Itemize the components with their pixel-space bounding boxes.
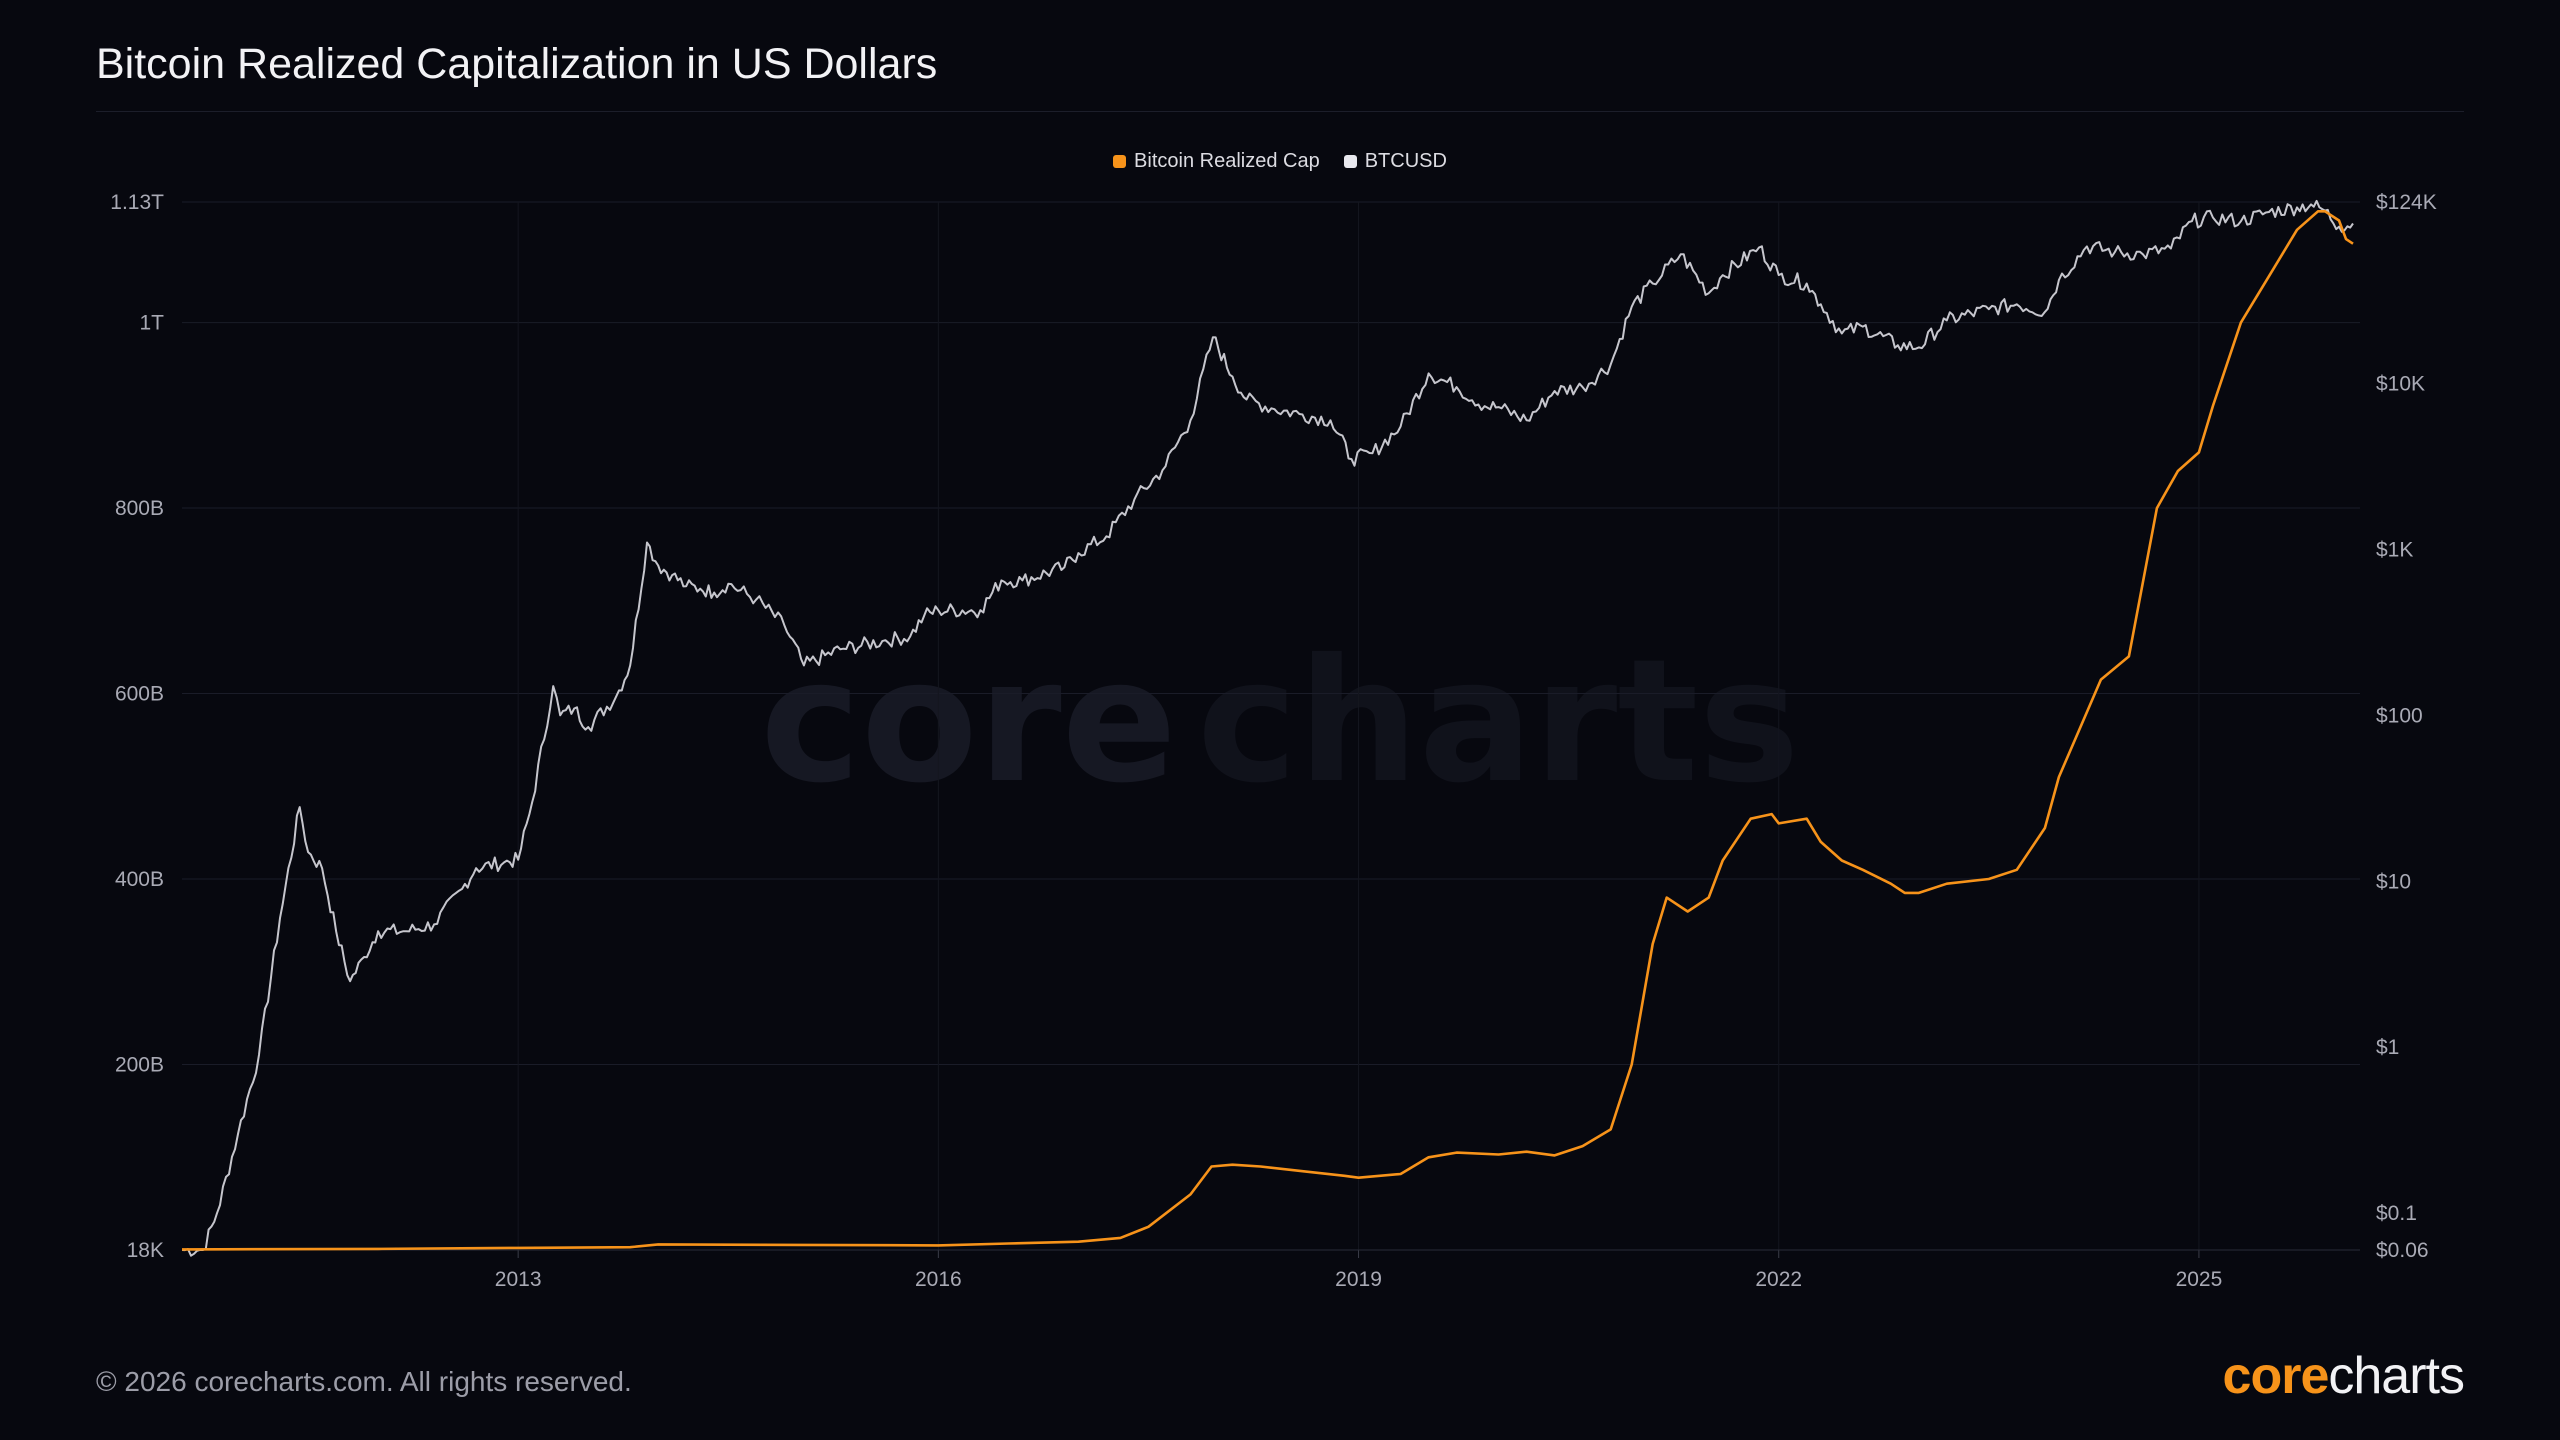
left-tick-label: 200B xyxy=(115,1054,164,1077)
watermark: core charts xyxy=(760,623,1800,821)
chart-legend: Bitcoin Realized Cap BTCUSD xyxy=(0,150,2560,173)
x-tick-label: 2025 xyxy=(2176,1268,2223,1291)
legend-item-btcusd[interactable]: BTCUSD xyxy=(1343,150,1447,173)
brand-logo: corecharts xyxy=(2222,1347,2465,1405)
x-tick-label: 2022 xyxy=(1755,1268,1802,1291)
left-tick-label: 1T xyxy=(139,312,164,335)
right-tick-label: $0.1 xyxy=(2376,1202,2417,1225)
right-tick-label: $10 xyxy=(2376,870,2411,893)
series-lines xyxy=(181,199,2354,1257)
legend-label-btcusd: BTCUSD xyxy=(1364,150,1447,172)
realized-cap-line xyxy=(181,210,2354,1251)
x-tick-label: 2016 xyxy=(915,1268,962,1291)
axis-ticks: 18K 200B 400B 600B 800B 1T 1.13T $0.06 $0.1 $1 $10… xyxy=(110,191,2436,1291)
left-tick-label: 600B xyxy=(115,683,164,706)
legend-item-realized-cap[interactable]: Bitcoin Realized Cap xyxy=(1113,150,1320,173)
right-tick-label: $0.06 xyxy=(2376,1239,2429,1262)
btcusd-line xyxy=(181,199,2354,1257)
chart-title: Bitcoin Realized Capitalization in US Do… xyxy=(96,40,938,88)
copyright-text: © 2026 corecharts.com. All rights reserv… xyxy=(96,1366,632,1397)
right-tick-label: $10K xyxy=(2376,372,2425,395)
legend-swatch-realized-cap xyxy=(1113,155,1127,168)
legend-label-realized-cap: Bitcoin Realized Cap xyxy=(1134,150,1320,172)
left-tick-label: 1.13T xyxy=(110,191,164,214)
left-tick-label: 400B xyxy=(115,868,164,891)
grid-lines xyxy=(182,201,2360,1258)
title-divider xyxy=(96,111,2464,112)
x-tick-label: 2019 xyxy=(1335,1268,1382,1291)
right-tick-label: $100 xyxy=(2376,704,2423,727)
right-tick-label: $1K xyxy=(2376,538,2413,561)
x-tick-label: 2013 xyxy=(495,1268,542,1291)
left-tick-label: 18K xyxy=(127,1239,164,1262)
right-tick-label: $1 xyxy=(2376,1036,2399,1059)
right-tick-label: $124K xyxy=(2376,191,2437,214)
legend-swatch-btcusd xyxy=(1343,155,1357,168)
left-tick-label: 800B xyxy=(115,497,164,520)
